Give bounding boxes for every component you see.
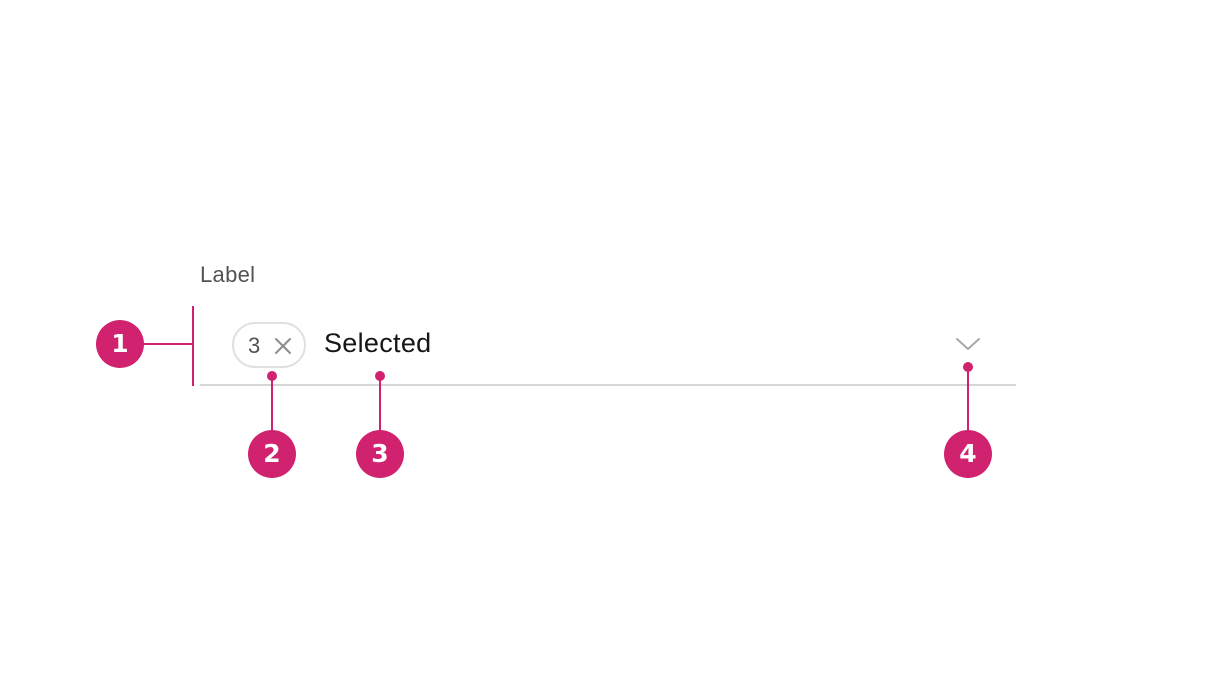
- close-icon[interactable]: [274, 337, 292, 355]
- annotation-marker-3: 3: [356, 430, 404, 478]
- annotation-marker-2: 2: [248, 430, 296, 478]
- multiselect-dropdown[interactable]: 3 Selected: [200, 306, 1016, 386]
- tag-count: 3: [248, 333, 261, 358]
- selected-text: Selected: [324, 328, 432, 358]
- annotation-marker-4: 4: [944, 430, 992, 478]
- selection-count-tag[interactable]: 3: [232, 322, 306, 368]
- annotation-marker-1: 1: [96, 320, 144, 368]
- field-label: Label: [200, 262, 256, 287]
- chevron-down-icon[interactable]: [955, 336, 981, 352]
